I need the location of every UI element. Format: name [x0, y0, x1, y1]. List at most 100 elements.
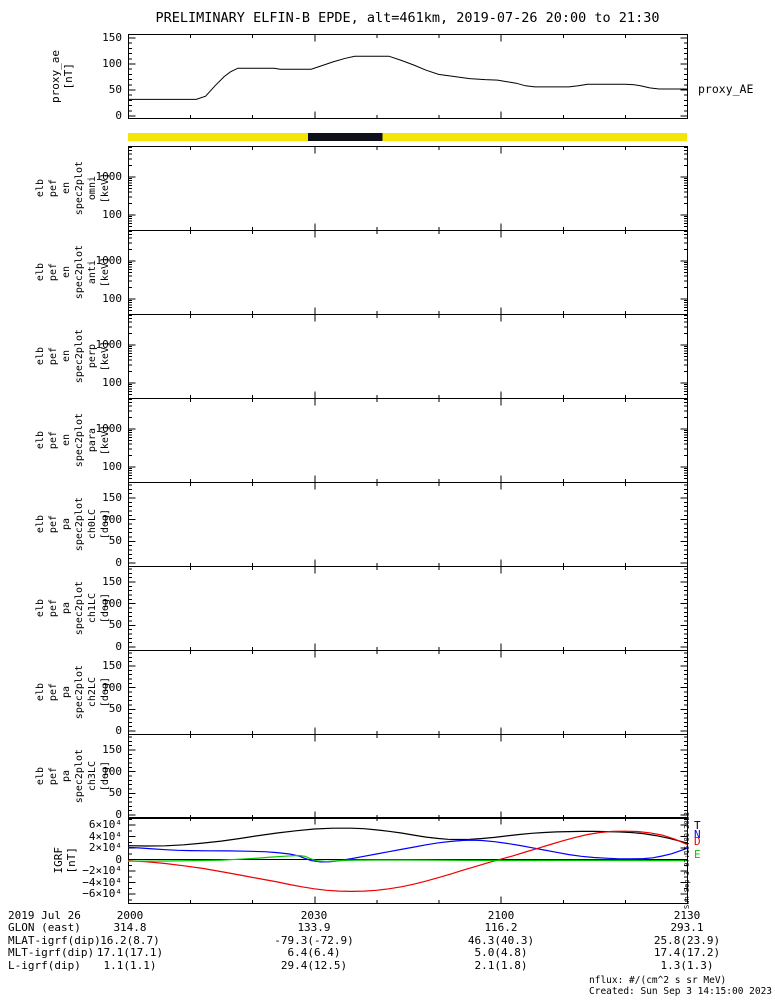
axis-label-word: en	[60, 349, 72, 363]
y-tick-label: 100	[102, 292, 122, 305]
axis-label-word: ch2LC	[86, 676, 98, 708]
axis-label-word: pef	[47, 430, 59, 450]
axis-label-word: omni	[86, 175, 98, 201]
panel-axis-label: elb pef pa spec2plot ch2LC [deg]	[34, 650, 112, 734]
axis-label-word: elb	[34, 598, 46, 618]
axis-label-word: elb	[34, 514, 46, 534]
axis-label-word: [deg]	[99, 592, 111, 624]
y-tick-label: 0	[115, 808, 122, 821]
ephemeris-value: 5.0(4.8)	[474, 946, 528, 960]
ephemeris-row-label: L-igrf(dip)	[8, 958, 81, 972]
axis-label-word: anti	[86, 259, 98, 285]
ephemeris-value: 2130	[673, 909, 701, 922]
y-tick-label: 150	[102, 743, 122, 756]
axis-label-word: para	[86, 427, 98, 453]
y-tick-label: −2×10⁴	[82, 864, 122, 877]
axis-label-word: spec2plot	[73, 664, 85, 720]
ephemeris-value: 1.1(1.1)	[103, 958, 157, 972]
ephemeris-value: 2.1(1.8)	[474, 958, 528, 972]
y-tick-label: 0	[115, 640, 122, 653]
axis-label-word: IGRF	[51, 846, 65, 874]
ephemeris-row-label: MLT-igrf(dip)	[8, 946, 95, 960]
axis-label-word: pef	[47, 598, 59, 618]
created-timestamp: Created: Sun Sep 3 14:15:00 2023	[589, 986, 773, 997]
ephemeris-row-label: GLON (east)	[8, 921, 81, 935]
axis-label-word: [keV]	[99, 340, 111, 372]
axis-label-word: spec2plot	[73, 160, 85, 216]
panel-axis-label: elb pef en spec2plot perp [keV]	[34, 314, 112, 398]
axis-label-word: elb	[34, 682, 46, 702]
y-tick-label: 150	[102, 491, 122, 504]
y-tick-label: 100	[102, 764, 122, 778]
axis-label-word: pa	[60, 769, 72, 783]
y-tick-label: 6×10⁴	[88, 818, 122, 831]
plot-title: PRELIMINARY ELFIN-B EPDE, alt=461km, 201…	[155, 10, 660, 26]
ephemeris-value: 25.8(23.9)	[653, 933, 721, 947]
ephemeris-value: 2100	[487, 909, 515, 922]
axis-label-word: en	[60, 265, 72, 279]
proxy-ae-series-label: proxy_AE	[698, 82, 754, 96]
y-tick-label: 100	[102, 512, 122, 526]
flux-units-note: nflux: #/(cm^2 s sr MeV)	[589, 975, 727, 986]
axis-label-word: [nT]	[64, 846, 78, 874]
axis-label-word: pef	[47, 766, 59, 786]
axis-label-word: pa	[60, 685, 72, 699]
axis-label-word: spec2plot	[73, 748, 85, 804]
y-tick-label: 4×10⁴	[88, 829, 122, 843]
ephemeris-value: 6.4(6.4)	[287, 946, 341, 960]
axis-label-word: en	[60, 181, 72, 195]
panel-axis-label: elb pef en spec2plot omni [keV]	[34, 146, 112, 230]
panel-axis-label: elb pef pa spec2plot ch1LC [deg]	[34, 566, 112, 650]
proxy-axis-label: proxy_ae [nT]	[44, 34, 80, 118]
igrf-legend-N: N	[694, 828, 701, 841]
y-tick-label: 0	[115, 556, 122, 569]
y-tick-label: 150	[102, 659, 122, 672]
axis-label-word: [nT]	[61, 62, 75, 90]
y-tick-label: 2×10⁴	[88, 841, 122, 854]
y-tick-label: 50	[108, 786, 122, 800]
axis-label-word: elb	[34, 346, 46, 366]
y-tick-label: −4×10⁴	[82, 875, 122, 889]
igrf-legend-D: D	[694, 835, 701, 848]
y-tick-label: 100	[102, 376, 122, 389]
axis-label-word: en	[60, 433, 72, 447]
y-tick-label: 1000	[95, 422, 123, 435]
ephemeris-value: 2030	[300, 909, 328, 922]
axis-label-word: [keV]	[99, 256, 111, 288]
igrf-legend-T: T	[694, 819, 701, 832]
ephemeris-value: 2000	[116, 909, 144, 922]
igrf-legend-E: E	[694, 848, 701, 861]
axis-label-word: elb	[34, 178, 46, 198]
y-tick-label: 50	[108, 702, 122, 716]
ephemeris-value: 17.1(17.1)	[96, 946, 164, 960]
y-tick-label: 1000	[95, 170, 123, 183]
ephemeris-value: 16.2(8.7)	[100, 933, 160, 947]
side-timestamp-text: Sun Sep 3 07:15:00 2023	[683, 811, 691, 909]
y-tick-label: 0	[115, 724, 122, 737]
axis-label-word: ch1LC	[86, 592, 98, 624]
ephemeris-value: 314.8	[113, 921, 147, 935]
y-tick-label: 100	[102, 596, 122, 610]
axis-label-word: spec2plot	[73, 244, 85, 300]
y-tick-label: 0	[115, 852, 122, 866]
axis-label-word: pef	[47, 178, 59, 198]
axis-label-word: [keV]	[99, 172, 111, 204]
y-tick-label: 50	[108, 83, 122, 96]
axis-label-word: pef	[47, 514, 59, 534]
axis-label-word: spec2plot	[73, 412, 85, 468]
y-tick-label: 1000	[95, 254, 123, 267]
axis-label-word: pa	[60, 601, 72, 615]
axis-label-word: elb	[34, 766, 46, 786]
y-tick-label: 100	[102, 208, 122, 221]
y-tick-label: 100	[102, 57, 122, 70]
y-tick-label: 100	[102, 460, 122, 473]
y-tick-label: 150	[102, 31, 122, 44]
ephemeris-value: -79.3(-72.9)	[274, 933, 354, 947]
axis-label-word: [keV]	[99, 424, 111, 456]
y-tick-label: 100	[102, 680, 122, 694]
y-tick-label: −6×10⁴	[82, 887, 122, 900]
axis-label-word: perp	[86, 343, 98, 369]
ephemeris-value: 116.2	[484, 921, 518, 935]
